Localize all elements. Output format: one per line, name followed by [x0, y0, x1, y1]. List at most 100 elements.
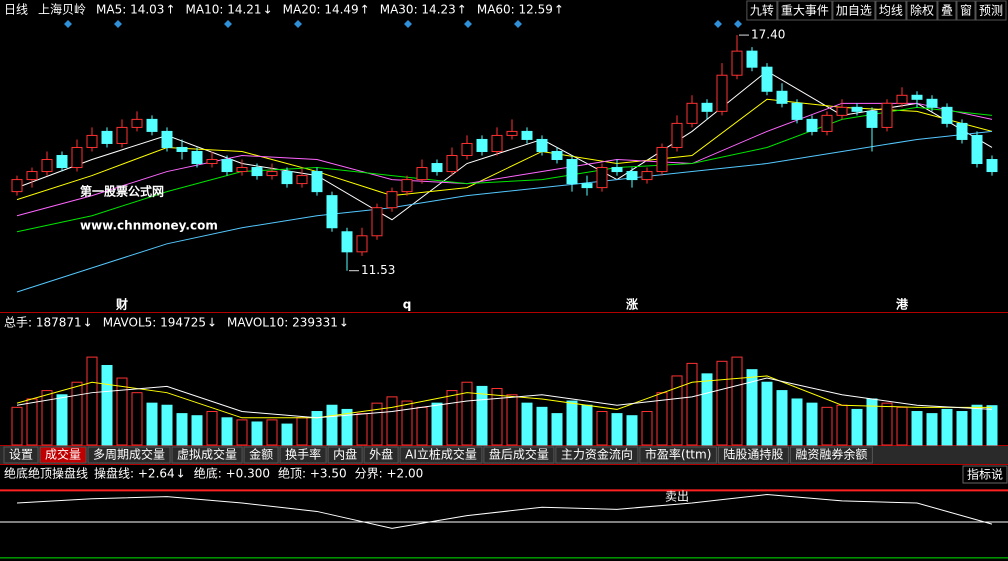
header-text: MA30: 14.23: [380, 3, 456, 17]
tab-frame[interactable]: [717, 446, 789, 464]
volume-bar: [401, 400, 413, 446]
toolbar-button-frame[interactable]: [832, 0, 876, 21]
candle-body: [371, 207, 383, 237]
tab-frame[interactable]: [3, 446, 39, 464]
header-text: 分界: +2.00: [355, 467, 424, 481]
toolbar-button-frame[interactable]: [875, 0, 907, 21]
header-text: 上海贝岭: [38, 2, 86, 17]
toolbar-button[interactable]: 重大事件: [781, 4, 829, 18]
volume-bar: [131, 392, 143, 446]
header-text: MA5: 14.03: [96, 3, 164, 17]
tab-frame[interactable]: [789, 446, 873, 464]
volume-bar: [386, 396, 398, 446]
volume-bar: [371, 402, 383, 446]
tab[interactable]: 主力资金流向: [561, 447, 633, 462]
tab[interactable]: 成交量: [45, 447, 81, 462]
toolbar-button-frame[interactable]: [937, 0, 957, 21]
tab-frame[interactable]: [327, 446, 363, 464]
diamond: [64, 20, 72, 28]
tab[interactable]: 市盈率(ttm): [645, 447, 711, 462]
volume-bar: [746, 369, 758, 446]
tab[interactable]: 盘后成交量: [489, 447, 549, 462]
tab[interactable]: 金额: [249, 447, 273, 462]
toolbar-button[interactable]: 叠: [941, 4, 953, 18]
tab-frame[interactable]: [279, 446, 327, 464]
volume-bar: [521, 402, 533, 446]
header-text: ↑: [360, 3, 370, 17]
volume-bar: [191, 415, 203, 446]
toolbar-button-frame[interactable]: [777, 0, 833, 21]
volume-bar: [566, 400, 578, 446]
indicator-help[interactable]: 指标说: [967, 467, 1003, 482]
candle-body: [866, 110, 878, 128]
candle-body: [626, 171, 638, 181]
volume-bar: [296, 417, 308, 446]
tab-frame[interactable]: [399, 446, 483, 464]
toolbar-button-frame[interactable]: [975, 0, 1007, 21]
candle-body: [401, 179, 413, 193]
header-text: ↑: [165, 3, 175, 17]
tab[interactable]: 融资融券余额: [795, 447, 867, 462]
volume-bar: [116, 377, 128, 446]
tab-frame[interactable]: [171, 446, 243, 464]
candle-body: [266, 171, 278, 177]
candle-body: [761, 66, 773, 92]
tab[interactable]: 内盘: [333, 447, 357, 462]
volume-bar: [341, 408, 353, 446]
price-annotation: 11.53: [361, 263, 395, 277]
candle-body: [26, 171, 38, 181]
candle-body: [206, 159, 218, 165]
header-text: MAVOL5: 194725: [103, 316, 206, 330]
header-text: 操盘线: +2.64: [94, 466, 175, 481]
volume-bar: [251, 421, 263, 446]
tab[interactable]: AI立桩成交量: [405, 447, 477, 462]
candle-body: [566, 159, 578, 185]
candle-body: [926, 98, 938, 108]
tab[interactable]: 换手率: [285, 447, 321, 462]
tab-frame[interactable]: [39, 446, 87, 464]
header-text: 绝底绝顶操盘线: [4, 466, 88, 481]
tab-frame[interactable]: [483, 446, 555, 464]
candle-body: [641, 171, 653, 181]
header-text: ↑: [554, 3, 564, 17]
toolbar-button[interactable]: 九转: [750, 3, 774, 18]
volume-bar: [581, 404, 593, 446]
ma-line: [16, 102, 993, 217]
toolbar-button[interactable]: 加自选: [836, 4, 872, 18]
toolbar-button[interactable]: 预测: [979, 4, 1003, 18]
candle-body: [356, 235, 368, 253]
diamond: [514, 20, 522, 28]
toolbar-button-frame[interactable]: [956, 0, 976, 21]
watermark: www.chnmoney.com: [80, 219, 218, 233]
tab[interactable]: 虚拟成交量: [177, 447, 237, 462]
volume-bar: [11, 406, 23, 446]
tab-frame[interactable]: [555, 446, 639, 464]
ma-line: [16, 130, 993, 293]
tab[interactable]: 多周期成交量: [93, 447, 165, 462]
tab[interactable]: 设置: [9, 448, 33, 462]
toolbar-button[interactable]: 除权: [910, 3, 934, 18]
toolbar-button[interactable]: 均线: [879, 4, 903, 18]
indicator-help-frame[interactable]: [962, 465, 1008, 484]
candle-body: [476, 138, 488, 152]
toolbar-button-frame[interactable]: [906, 0, 938, 21]
tab[interactable]: 外盘: [369, 447, 393, 462]
candle-body: [671, 122, 683, 148]
toolbar-button-frame[interactable]: [746, 0, 778, 21]
volume-bar: [551, 413, 563, 446]
candle-body: [491, 134, 503, 152]
candle-body: [41, 159, 53, 173]
tab-frame[interactable]: [639, 446, 717, 464]
volume-bar: [41, 390, 53, 446]
toolbar-button[interactable]: 窗: [960, 4, 972, 18]
tab-frame[interactable]: [363, 446, 399, 464]
volume-bar: [926, 413, 938, 446]
tab-frame[interactable]: [87, 446, 171, 464]
volume-bar: [536, 406, 548, 446]
watermark: 第一股票公式网: [80, 184, 164, 199]
diamond: [404, 20, 412, 28]
price-annotation: 17.40: [751, 28, 785, 42]
tab-frame[interactable]: [243, 446, 279, 464]
candle-body: [836, 106, 848, 116]
tab[interactable]: 陆股通持股: [723, 447, 783, 462]
